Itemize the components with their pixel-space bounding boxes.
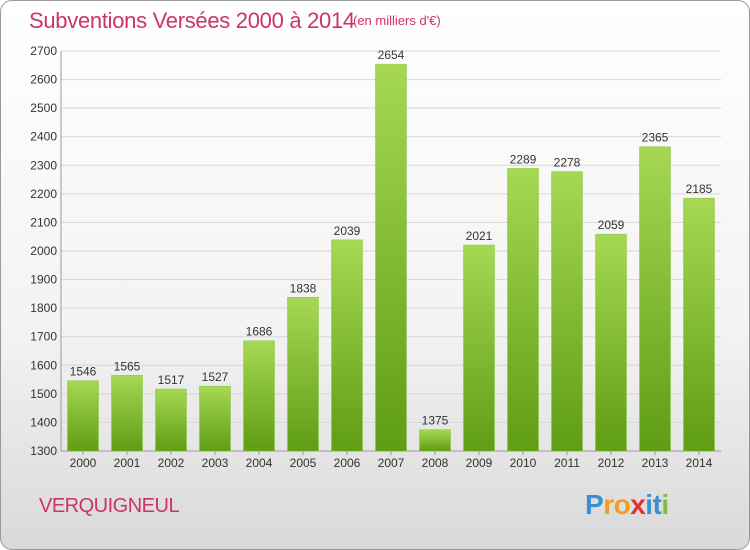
y-tick-label-2400: 2400	[30, 130, 57, 144]
data-label-2002: 1517	[158, 373, 185, 387]
logo-letter: r	[603, 489, 614, 520]
y-tick-label-2100: 2100	[30, 215, 57, 229]
x-tick-label-2008: 2008	[422, 456, 449, 470]
x-tick-label-2002: 2002	[158, 456, 185, 470]
x-tick-label-2007: 2007	[378, 456, 405, 470]
x-tick-label-2001: 2001	[114, 456, 141, 470]
bar-2006	[331, 239, 363, 452]
bar-2007	[375, 63, 407, 452]
y-tick-label-1500: 1500	[30, 387, 57, 401]
bar-2009	[463, 244, 495, 452]
y-tick-label-2300: 2300	[30, 158, 57, 172]
bar-2013	[639, 146, 671, 452]
data-label-2005: 1838	[290, 281, 317, 295]
y-tick-label-2500: 2500	[30, 101, 57, 115]
x-tick-label-2003: 2003	[202, 456, 229, 470]
data-label-2007: 2654	[378, 48, 405, 62]
logo-letter: x	[630, 489, 646, 520]
x-tick-label-2012: 2012	[598, 456, 625, 470]
logo-letter: i	[661, 489, 669, 520]
data-label-2006: 2039	[334, 224, 361, 238]
logo-letter: o	[613, 489, 631, 520]
x-tick-label-2013: 2013	[642, 456, 669, 470]
x-tick-labels: 2000 2001 2002 2003 2004 2005 2006 2007 2008 2009…	[70, 456, 713, 470]
y-tick-label-1700: 1700	[30, 330, 57, 344]
data-label-2014: 2185	[686, 182, 713, 196]
bar-2003	[199, 385, 231, 452]
chart-title: Subventions Versées 2000 à 2014	[29, 8, 355, 33]
y-tick-label-2700: 2700	[30, 44, 57, 58]
data-label-2010: 2289	[510, 152, 537, 166]
proxiti-logo: Proxiti	[585, 489, 669, 521]
logo-letter: P	[585, 489, 604, 520]
y-tick-label-1600: 1600	[30, 358, 57, 372]
place-name: VERQUIGNEUL	[39, 495, 180, 517]
bar-2008	[419, 429, 451, 452]
y-tick-label-2000: 2000	[30, 244, 57, 258]
bar-2005	[287, 297, 319, 452]
bar-2011	[551, 171, 583, 452]
x-tick-label-2005: 2005	[290, 456, 317, 470]
logo-letter: t	[652, 489, 662, 520]
chart-subtitle: (en milliers d'€)	[353, 13, 441, 28]
y-tick-label-2200: 2200	[30, 187, 57, 201]
y-tick-label-1800: 1800	[30, 301, 57, 315]
x-tick-label-2009: 2009	[466, 456, 493, 470]
bar-2001	[111, 375, 143, 452]
bars	[67, 63, 715, 452]
bar-2004	[243, 340, 275, 452]
bar-2014	[683, 197, 715, 452]
logo-letter: i	[645, 489, 653, 520]
data-label-2012: 2059	[598, 218, 625, 232]
y-tick-label-1400: 1400	[30, 415, 57, 429]
data-label-2009: 2021	[466, 229, 493, 243]
data-label-2013: 2365	[642, 131, 669, 145]
x-tick-label-2010: 2010	[510, 456, 537, 470]
bar-2012	[595, 233, 627, 452]
bar-2010	[507, 168, 539, 452]
data-label-2011: 2278	[554, 156, 581, 170]
x-tick-label-2011: 2011	[554, 456, 580, 470]
y-tick-label-2600: 2600	[30, 73, 57, 87]
y-tick-label-1900: 1900	[30, 273, 57, 287]
x-tick-label-2004: 2004	[246, 456, 273, 470]
data-label-2003: 1527	[202, 370, 229, 384]
data-label-2001: 1565	[114, 359, 141, 373]
bar-2002	[155, 388, 187, 452]
bar-2000	[67, 380, 99, 452]
data-label-2004: 1686	[246, 325, 273, 339]
data-label-2000: 1546	[70, 365, 97, 379]
y-tick-label-1300: 1300	[30, 444, 57, 458]
x-tick-label-2014: 2014	[686, 456, 713, 470]
y-tick-labels: 1300 1400 1500 1600 1700 1800 1900 2000 2100 2200…	[30, 44, 57, 458]
x-tick-label-2006: 2006	[334, 456, 361, 470]
data-label-2008: 1375	[422, 414, 449, 428]
data-labels: 1546 1565 1517 1527 1686 1838 2039 2654 1375 2021…	[70, 48, 713, 427]
x-tick-label-2000: 2000	[70, 456, 97, 470]
